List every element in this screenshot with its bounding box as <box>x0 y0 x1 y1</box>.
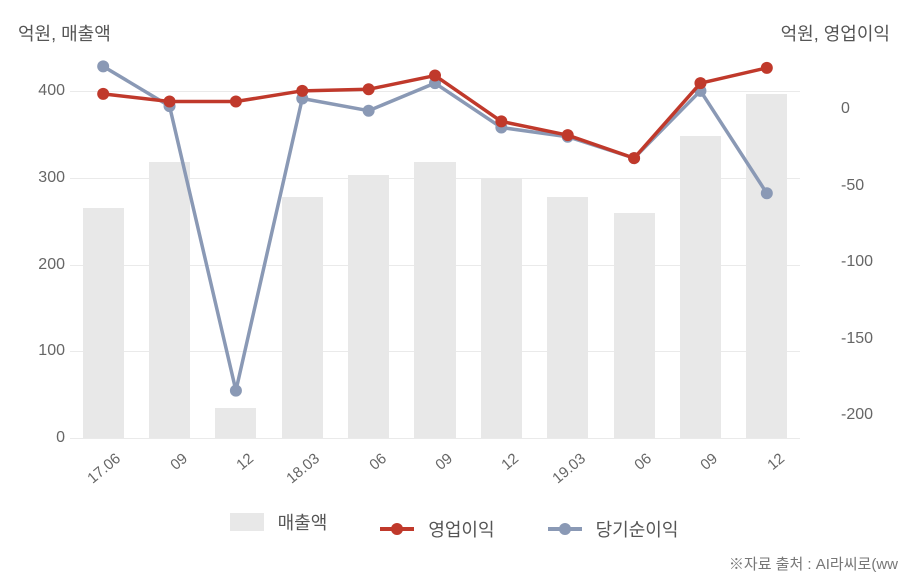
x-axis-tick: 12 <box>465 450 522 502</box>
lines-layer <box>70 48 800 438</box>
credit-text: ※자료 출처 : AI라씨로(ww <box>729 553 898 574</box>
op-profit-marker <box>761 62 773 74</box>
legend-swatch-line-red <box>380 527 414 531</box>
plot-area <box>70 48 800 438</box>
y-axis-right-tick: -200 <box>841 406 886 424</box>
x-axis-tick: 09 <box>664 450 721 502</box>
legend-item-revenue: 매출액 <box>230 509 328 535</box>
y-axis-left-tick: 0 <box>30 429 65 447</box>
net-income-line <box>103 66 767 390</box>
op-profit-marker <box>296 85 308 97</box>
x-axis-tick: 09 <box>134 450 191 502</box>
x-axis-tick: 06 <box>598 450 655 502</box>
legend-item-net-income: 당기순이익 <box>548 516 679 542</box>
op-profit-marker <box>429 70 441 82</box>
legend-swatch-line-blue <box>548 527 582 531</box>
op-profit-marker <box>363 83 375 95</box>
y-axis-left-tick: 200 <box>30 256 65 274</box>
x-axis-tick: 12 <box>731 450 788 502</box>
x-axis-tick: 19.03 <box>532 450 589 502</box>
y-axis-right-tick: -150 <box>841 330 886 348</box>
legend-label: 당기순이익 <box>596 516 679 542</box>
x-axis-tick: 18.03 <box>266 450 323 502</box>
legend-item-op-profit: 영업이익 <box>380 516 494 542</box>
net-income-marker <box>363 105 375 117</box>
legend-label: 영업이익 <box>428 516 494 542</box>
y-axis-left-title: 억원, 매출액 <box>18 20 111 46</box>
y-axis-right-tick: -100 <box>841 253 886 271</box>
net-income-marker <box>230 385 242 397</box>
x-axis-ticks: 17.06091218.0306091219.03060912 <box>70 450 800 510</box>
x-axis-tick: 12 <box>200 450 257 502</box>
op-profit-marker <box>97 88 109 100</box>
op-profit-marker <box>562 129 574 141</box>
y-axis-left-tick: 100 <box>30 342 65 360</box>
op-profit-marker <box>628 152 640 164</box>
legend: 매출액 영업이익 당기순이익 <box>0 509 908 542</box>
x-axis-tick: 17.06 <box>67 450 124 502</box>
legend-swatch-bar <box>230 513 264 531</box>
legend-label: 매출액 <box>278 509 328 535</box>
op-profit-marker <box>694 77 706 89</box>
y-axis-right-tick: -50 <box>841 177 886 195</box>
chart-container: 억원, 매출액 억원, 영업이익 0 100 200 300 400 0 -50 -100 -… <box>0 0 908 580</box>
gridline <box>70 438 800 439</box>
y-axis-left-tick: 300 <box>30 169 65 187</box>
net-income-marker <box>97 60 109 72</box>
y-axis-right-title: 억원, 영업이익 <box>781 20 890 46</box>
y-axis-right-tick: 0 <box>841 100 886 118</box>
op-profit-marker <box>164 96 176 108</box>
x-axis-tick: 09 <box>399 450 456 502</box>
x-axis-tick: 06 <box>333 450 390 502</box>
net-income-marker <box>761 187 773 199</box>
op-profit-marker <box>495 115 507 127</box>
op-profit-marker <box>230 96 242 108</box>
y-axis-left-tick: 400 <box>30 82 65 100</box>
